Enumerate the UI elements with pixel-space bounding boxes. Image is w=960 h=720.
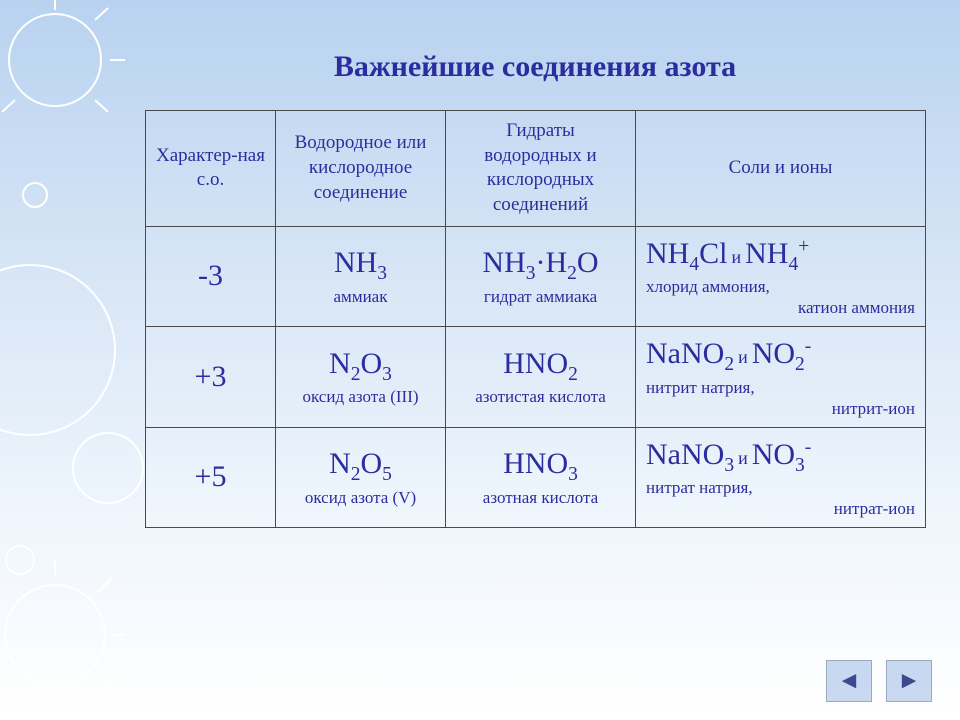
slide-title: Важнейшие соединения азота [145, 50, 925, 84]
salt-formula-a: NaNO2 [646, 337, 734, 370]
salt-formula-b: NO3- [752, 438, 812, 471]
hydrate-formula: HNO2 [503, 347, 578, 380]
hydrate-formula: HNO3 [503, 447, 578, 480]
salt-connector: и [738, 448, 748, 468]
triangle-left-icon: ◄ [837, 668, 861, 695]
compound-name: оксид азота (V) [286, 487, 435, 509]
salt-formula-b: NH4+ [745, 237, 809, 270]
oxidation-state: +5 [195, 460, 227, 493]
salt-name-a: хлорид аммония, [646, 276, 915, 298]
salt-formula-a: NH4Cl [646, 237, 727, 270]
salt-name-a: нитрат натрия, [646, 477, 915, 499]
nav-back-button[interactable]: ◄ [826, 660, 872, 702]
salt-name-b: нитрит-ион [646, 399, 915, 419]
col-header-hydrate: Гидраты водородных и кислородных соедине… [446, 111, 636, 227]
col-header-compound: Водородное или кислородное соединение [276, 111, 446, 227]
col-header-state: Характер-ная с.о. [146, 111, 276, 227]
slide-content: Важнейшие соединения азота Характер-ная … [145, 50, 925, 528]
nav-controls: ◄ ► [826, 660, 932, 702]
compound-formula: N2O5 [329, 447, 392, 480]
triangle-right-icon: ► [897, 668, 921, 695]
hydrate-name: азотная кислота [456, 487, 625, 509]
oxidation-state: +3 [195, 360, 227, 393]
hydrate-name: азотистая кислота [456, 386, 625, 408]
table-row: +5 N2O5 оксид азота (V) HNO3 азотная кислота… [146, 427, 926, 527]
salt-formula-b: NO2- [752, 337, 812, 370]
compound-name: аммиак [286, 286, 435, 308]
compound-formula: NH3 [334, 246, 387, 279]
salt-connector: и [738, 347, 748, 367]
table-row: +3 N2O3 оксид азота (III) HNO2 азотистая кис… [146, 327, 926, 427]
compounds-table: Характер-ная с.о. Водородное или кислоро… [145, 110, 926, 528]
compound-formula: N2O3 [329, 347, 392, 380]
oxidation-state: -3 [198, 259, 223, 292]
table-header-row: Характер-ная с.о. Водородное или кислоро… [146, 111, 926, 227]
salt-name-a: нитрит натрия, [646, 377, 915, 399]
salt-formula-a: NaNO3 [646, 438, 734, 471]
col-header-salts: Соли и ионы [636, 111, 926, 227]
nav-forward-button[interactable]: ► [886, 660, 932, 702]
hydrate-name: гидрат аммиака [456, 286, 625, 308]
salt-name-b: нитрат-ион [646, 499, 915, 519]
hydrate-formula: NH3·H2O [482, 246, 598, 279]
compound-name: оксид азота (III) [286, 386, 435, 408]
salt-name-b: катион аммония [646, 298, 915, 318]
salt-connector: и [731, 247, 741, 267]
table-row: -3NH3аммиакNH3·H2Oгидрат аммиакаNH4Cl и … [146, 226, 926, 326]
